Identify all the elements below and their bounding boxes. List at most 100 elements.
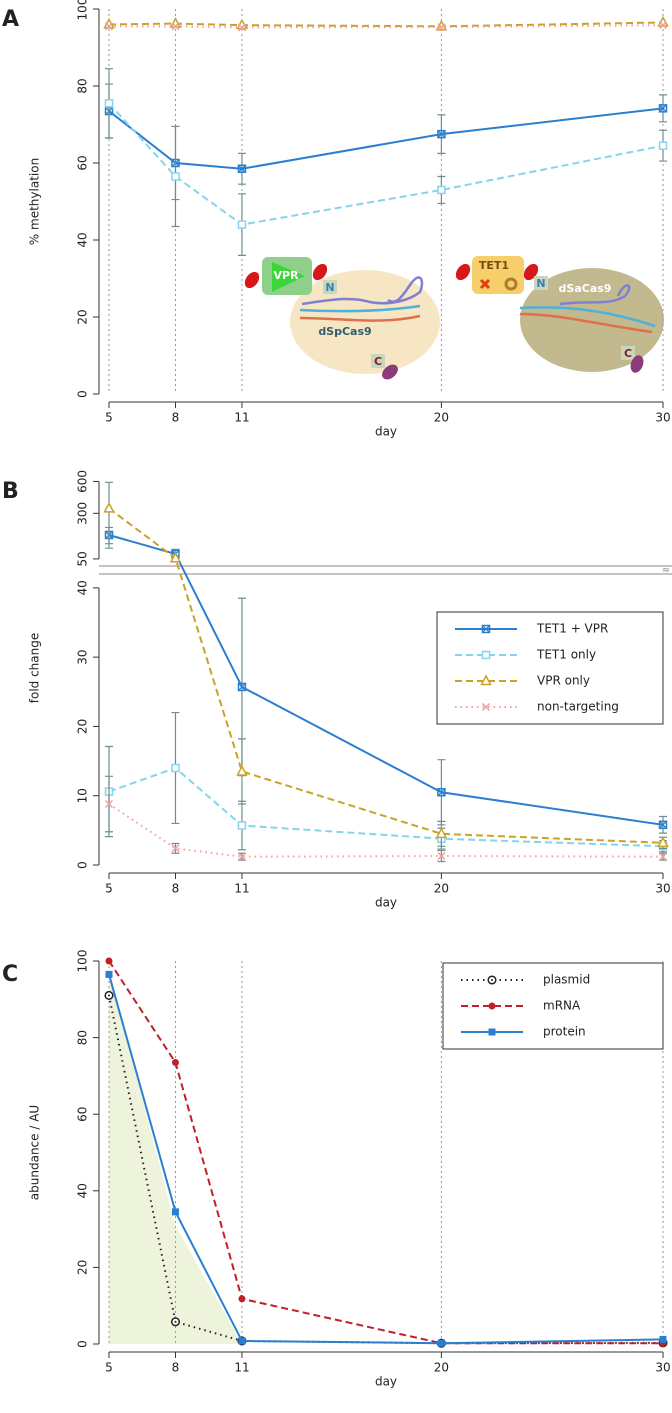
legend-label: protein <box>543 1025 586 1039</box>
c-box <box>621 346 635 360</box>
marker <box>103 501 115 513</box>
marker-shape <box>174 1320 177 1323</box>
marker-shape <box>238 164 246 173</box>
marker <box>437 1339 445 1347</box>
marker-shape <box>105 957 113 965</box>
linker <box>382 364 398 380</box>
marker <box>488 1028 496 1036</box>
marker <box>487 975 497 985</box>
y-tick-label: 60 <box>76 155 90 170</box>
marker <box>657 836 669 848</box>
marker-shape <box>658 852 668 861</box>
series <box>104 775 668 863</box>
marker <box>170 1317 181 1327</box>
marker-shape <box>437 788 446 797</box>
series <box>104 711 668 853</box>
series-line <box>108 507 664 844</box>
marker <box>171 172 180 181</box>
y-axis-label: abundance / AU <box>28 1105 42 1200</box>
marker-shape <box>237 852 246 861</box>
protein-blob <box>290 270 440 374</box>
marker-shape <box>435 827 448 839</box>
y-tick-label: 300 <box>76 502 90 525</box>
marker <box>104 990 114 1001</box>
error-bar <box>105 481 113 549</box>
marker <box>104 99 114 108</box>
annotation: TET1 <box>479 259 509 272</box>
marker-shape <box>481 624 491 634</box>
y-tick-label: 0 <box>76 390 90 398</box>
marker-shape <box>491 979 493 981</box>
marker <box>481 650 491 660</box>
marker-shape <box>437 23 446 32</box>
legend: plasmid mRNA protein <box>442 962 664 1050</box>
y-tick-label: 60 <box>76 1107 90 1122</box>
marker-shape <box>171 1208 179 1216</box>
marker <box>171 844 180 853</box>
marker <box>238 1295 246 1303</box>
y-tick-label: 40 <box>76 1183 90 1198</box>
marker <box>658 852 668 861</box>
x-tick-label: 5 <box>105 1361 113 1375</box>
marker <box>237 821 247 830</box>
x-axis-label: day <box>375 1375 397 1389</box>
x-tick-label: 20 <box>434 1361 449 1375</box>
dna <box>519 312 653 334</box>
vpr-arrow <box>272 262 305 292</box>
marker-shape <box>238 683 246 691</box>
marker <box>237 23 246 32</box>
x-tick-label: 8 <box>172 1361 180 1375</box>
n-box <box>323 280 337 294</box>
y-tick-label: 10 <box>76 788 90 803</box>
marker-shape <box>105 970 113 978</box>
marker-shape <box>238 1295 246 1303</box>
marker-shape <box>657 836 669 848</box>
marker <box>238 1337 246 1345</box>
marker-shape <box>236 764 248 776</box>
y-axis-label: % methylation <box>28 158 42 245</box>
marker-shape <box>171 172 180 181</box>
x-tick-label: 30 <box>655 411 670 425</box>
c-box <box>371 354 385 368</box>
panel-label: A <box>2 7 19 32</box>
marker-shape <box>482 625 490 633</box>
marker <box>105 970 113 978</box>
marker <box>435 827 448 839</box>
marker-shape <box>658 104 668 113</box>
marker-shape <box>437 185 446 195</box>
series <box>104 21 668 32</box>
marker-shape <box>103 501 115 513</box>
y-tick-label: 600 <box>76 470 90 493</box>
marker <box>171 22 180 31</box>
legend-label: VPR only <box>537 674 590 688</box>
y-tick-label: 20 <box>76 1260 90 1275</box>
marker-shape <box>237 164 247 174</box>
annotation: N <box>325 281 334 294</box>
marker-shape <box>104 22 114 31</box>
x-tick-label: 20 <box>434 882 449 896</box>
y-tick-label: 0 <box>76 1340 90 1348</box>
y-tick-label: 50 <box>76 551 90 566</box>
n-box <box>534 276 548 290</box>
marker-shape <box>437 851 446 861</box>
x-tick-label: 11 <box>234 1361 249 1375</box>
marker <box>171 763 180 773</box>
marker <box>659 1335 667 1343</box>
linker <box>455 263 471 281</box>
icon <box>479 278 491 290</box>
marker-shape <box>437 788 446 797</box>
x-tick-label: 30 <box>655 882 670 896</box>
marker <box>481 702 491 712</box>
annotation: N <box>536 277 545 290</box>
legend-label: non-targeting <box>537 700 619 714</box>
x-axis-label: day <box>375 896 397 910</box>
marker <box>488 1002 496 1010</box>
marker-shape <box>171 763 180 773</box>
marker <box>105 957 113 965</box>
marker <box>480 674 492 686</box>
linker <box>244 271 260 289</box>
marker <box>237 682 247 692</box>
y-tick-label: 30 <box>76 650 90 665</box>
x-tick-label: 5 <box>105 882 113 896</box>
marker-shape <box>488 1028 496 1036</box>
